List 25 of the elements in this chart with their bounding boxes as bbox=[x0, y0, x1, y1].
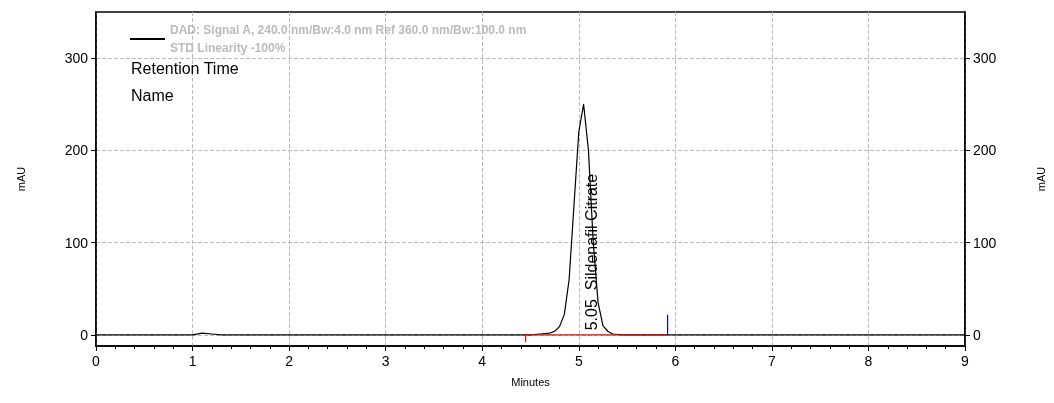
y2-tick-label: 200 bbox=[973, 142, 997, 159]
annotation: Retention Time bbox=[131, 59, 239, 77]
y2-tick-label: 300 bbox=[973, 50, 997, 67]
annotation: Name bbox=[131, 86, 174, 104]
y-tick-label: 0 bbox=[80, 326, 89, 343]
x-tick-label: 2 bbox=[285, 353, 294, 369]
x-tick-label: 8 bbox=[864, 353, 873, 369]
x-tick-label: 0 bbox=[92, 353, 101, 369]
x-axis-title: Minutes bbox=[511, 375, 551, 388]
x-tick-label: 9 bbox=[961, 353, 970, 369]
legend-label: DAD: Signal A, 240.0 nm/Bw:4.0 nm Ref 360.0 nm/Bw:100.0 nm STD Linearity -100% bbox=[170, 23, 527, 55]
x-tick-label: 7 bbox=[767, 353, 776, 369]
y-tick-label: 300 bbox=[64, 50, 89, 67]
x-tick-label: 1 bbox=[188, 353, 197, 369]
x-tick-label: 3 bbox=[381, 353, 390, 369]
y2-tick-label: 0 bbox=[973, 326, 981, 343]
annotation: 5.05 Sildenafil Citrate bbox=[583, 173, 601, 331]
y2-tick-label: 100 bbox=[973, 234, 997, 251]
y-tick-label: 100 bbox=[64, 234, 89, 251]
y-axis-title: mAU bbox=[14, 166, 27, 192]
x-tick-label: 5 bbox=[574, 353, 583, 369]
x-tick-label: 6 bbox=[671, 353, 680, 369]
y-tick-label: 200 bbox=[64, 142, 89, 159]
x-tick-label: 4 bbox=[478, 353, 487, 369]
y2-axis-title: mAU bbox=[1034, 166, 1047, 192]
